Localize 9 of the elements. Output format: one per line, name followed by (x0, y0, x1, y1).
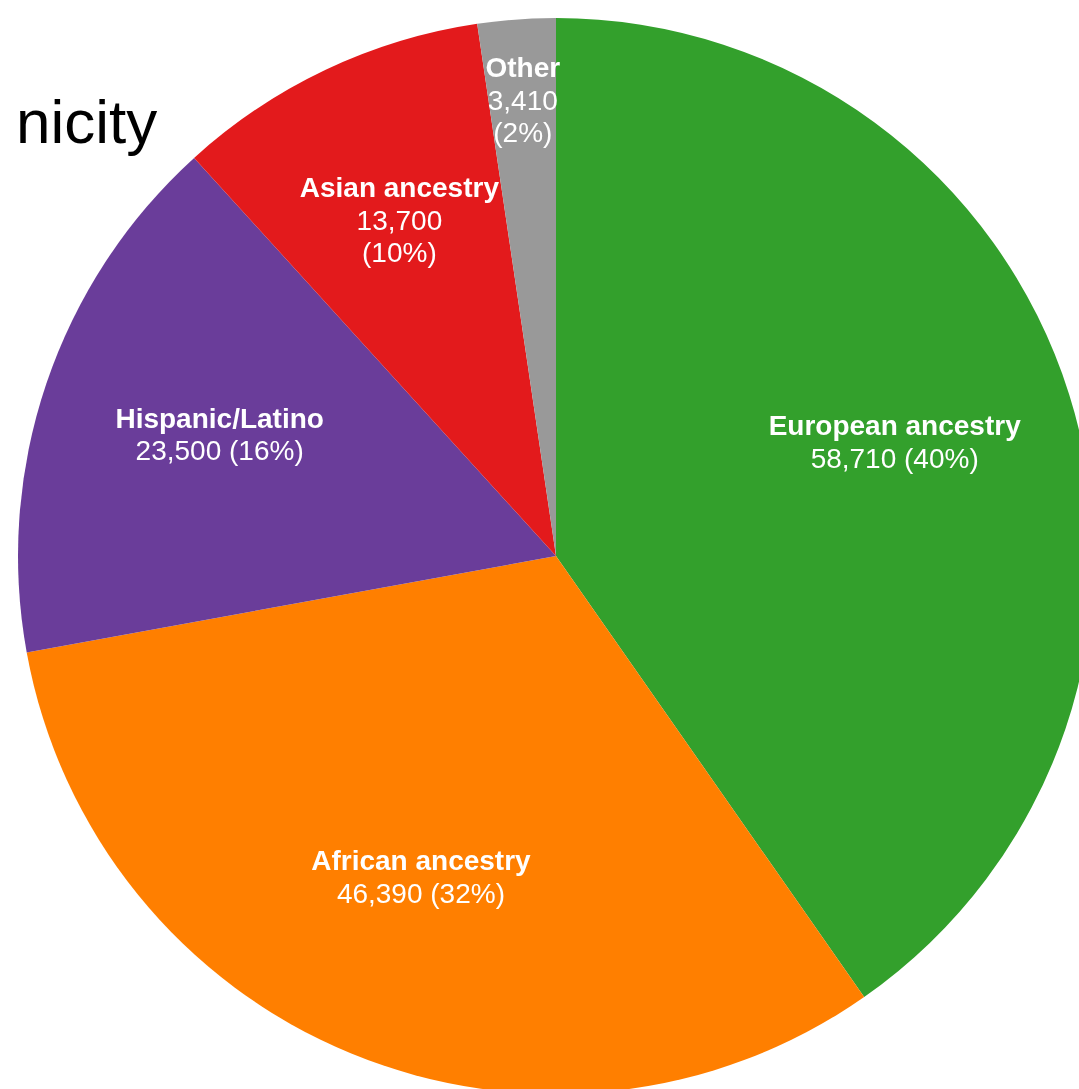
data-label: 23,500 (16%) (135, 435, 304, 467)
data-label: 46,390 (32%) (336, 877, 505, 909)
text: nicity (16, 87, 158, 156)
data-label: 13,700 (10%) (356, 204, 443, 268)
slice-label: Hispanic/Latino (115, 403, 324, 435)
slice-label: Asian ancestry (299, 172, 500, 204)
data-label: 58,710 (40%) (810, 442, 979, 474)
slice-label: European ancestry (768, 410, 1022, 442)
slice-label: African ancestry (311, 845, 532, 877)
